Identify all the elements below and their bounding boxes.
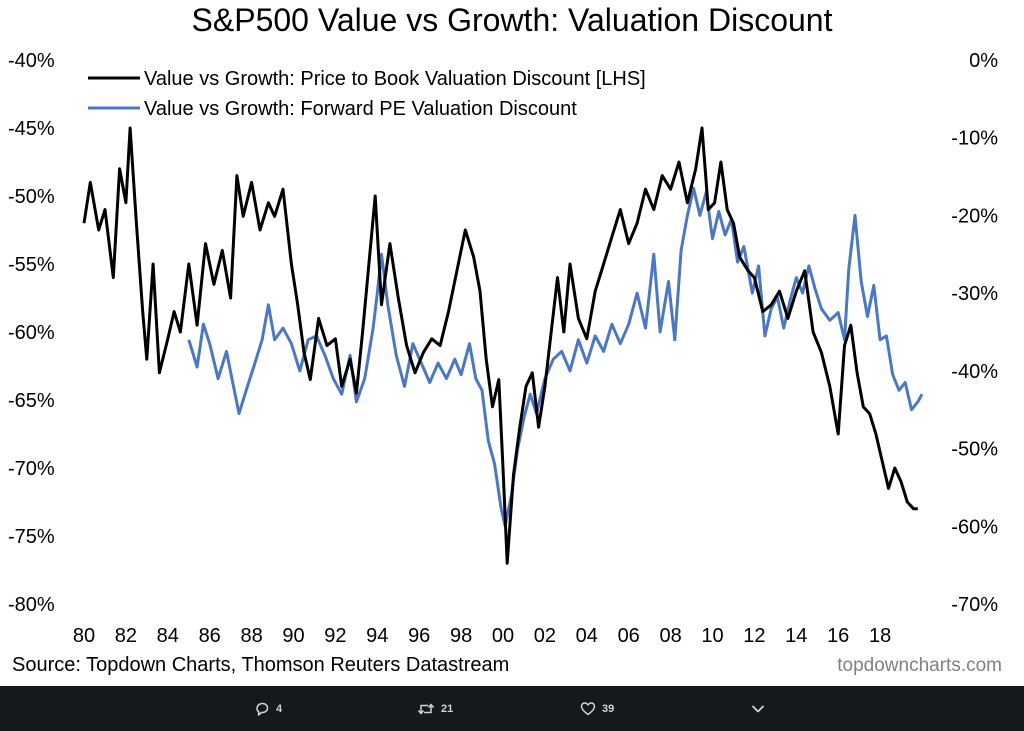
like-count: 39 <box>602 702 615 715</box>
x-tick-label: 98 <box>450 625 472 647</box>
x-tick-label: 02 <box>534 625 556 647</box>
x-axis: 80 82 84 86 88 90 92 94 96 98 00 02 04 06 08 10 12 14 16 18 <box>73 625 891 647</box>
x-tick-label: 90 <box>282 625 304 647</box>
y-right-tick-label: 0% <box>969 50 998 72</box>
y-left-tick-label: -60% <box>8 322 55 344</box>
series-group <box>82 126 924 565</box>
y-right-tick-label: -70% <box>951 594 998 616</box>
line-chart: -40% -45% -50% -55% -60% -65% -70% -75% -80% 0% -… <box>8 50 998 647</box>
chart-card: S&P500 Value vs Growth: Valuation Discou… <box>8 2 1002 676</box>
y-left-tick-label: -70% <box>8 458 55 480</box>
x-tick-label: 96 <box>408 625 430 647</box>
series-line-price-to-book <box>82 126 918 565</box>
series-line-forward-pe <box>187 186 924 528</box>
y-axis-right: 0% -10% -20% -30% -40% -50% -60% -70% <box>951 50 998 616</box>
heart-icon <box>580 701 596 715</box>
like-button[interactable]: 39 <box>580 686 614 731</box>
more-options-button[interactable] <box>750 686 766 731</box>
x-tick-label: 08 <box>659 625 681 647</box>
y-axis-left: -40% -45% -50% -55% -60% -65% -70% -75% -80% <box>8 50 55 616</box>
y-left-tick-label: -65% <box>8 390 55 412</box>
source-note: Source: Topdown Charts, Thomson Reuters … <box>12 654 510 676</box>
legend-entry: Value vs Growth: Price to Book Valuation… <box>144 68 646 90</box>
y-left-tick-label: -55% <box>8 254 55 276</box>
reply-count: 4 <box>276 702 283 715</box>
x-tick-label: 10 <box>701 625 723 647</box>
y-left-tick-label: -75% <box>8 526 55 548</box>
y-left-tick-label: -80% <box>8 594 55 616</box>
watermark: topdowncharts.com <box>837 655 1002 676</box>
x-tick-label: 88 <box>240 625 262 647</box>
y-left-tick-label: -50% <box>8 186 55 208</box>
y-right-tick-label: -10% <box>951 128 998 150</box>
retweet-count: 21 <box>441 702 454 715</box>
x-tick-label: 04 <box>576 625 598 647</box>
x-tick-label: 12 <box>743 625 765 647</box>
y-left-tick-label: -40% <box>8 50 55 72</box>
x-tick-label: 00 <box>492 625 514 647</box>
tweet-action-bar: 4 21 39 <box>0 686 1024 731</box>
reply-icon <box>256 702 269 716</box>
x-tick-label: 86 <box>199 625 221 647</box>
x-tick-label: 18 <box>869 625 891 647</box>
retweet-icon <box>417 702 435 715</box>
y-right-tick-label: -30% <box>951 283 998 305</box>
x-tick-label: 92 <box>324 625 346 647</box>
x-tick-label: 80 <box>73 625 95 647</box>
x-tick-label: 94 <box>366 625 388 647</box>
y-left-tick-label: -45% <box>8 118 55 140</box>
legend: Value vs Growth: Price to Book Valuation… <box>88 68 646 120</box>
chart-title: S&P500 Value vs Growth: Valuation Discou… <box>191 2 833 38</box>
chevron-down-icon <box>752 705 764 712</box>
y-right-tick-label: -50% <box>951 439 998 461</box>
x-tick-label: 82 <box>115 625 137 647</box>
y-right-tick-label: -40% <box>951 361 998 383</box>
x-tick-label: 14 <box>785 625 807 647</box>
x-tick-label: 06 <box>618 625 640 647</box>
retweet-button[interactable]: 21 <box>417 686 453 731</box>
y-right-tick-label: -20% <box>951 205 998 227</box>
x-tick-label: 84 <box>157 625 179 647</box>
x-tick-label: 16 <box>827 625 849 647</box>
y-right-tick-label: -60% <box>951 516 998 538</box>
legend-entry: Value vs Growth: Forward PE Valuation Di… <box>144 98 577 120</box>
reply-button[interactable]: 4 <box>254 686 282 731</box>
